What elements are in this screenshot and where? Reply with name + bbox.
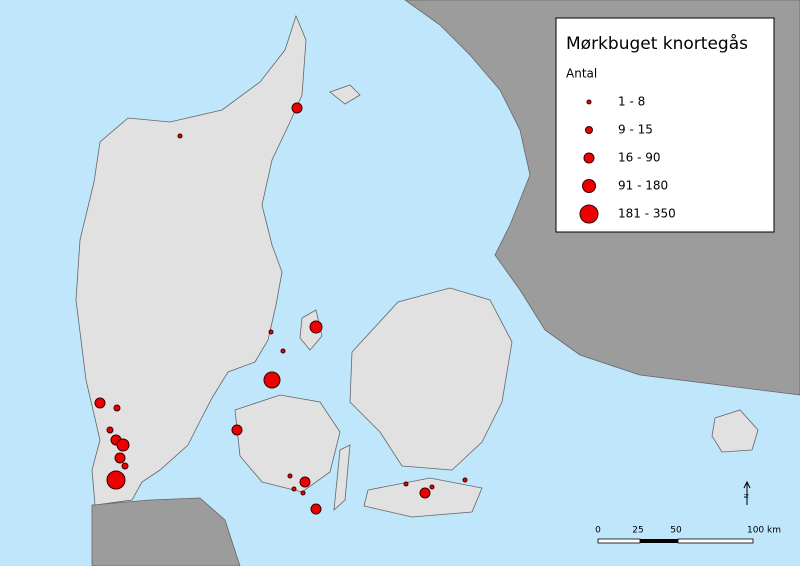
site [231,424,243,436]
site [263,371,281,389]
legend-symbol [586,99,592,105]
scale-label: 100 km [747,526,781,536]
site [419,487,431,499]
langeland [333,444,351,511]
legend-label: 16 - 90 [618,151,661,165]
site [403,481,409,487]
scale-segment [597,538,641,544]
legend: Mørkbuget knortegås Antal 1 - 8 9 - 15 16 … [555,17,775,233]
legend-symbol [583,152,595,164]
site [287,473,293,479]
funen [234,394,341,493]
germany [91,497,241,566]
bornholm-like-island [711,409,759,453]
site [121,462,129,470]
site [177,133,183,139]
site [299,476,311,488]
zealand [349,287,513,471]
site [116,438,130,452]
site [310,503,322,515]
site [280,348,286,354]
scale-label: 0 [595,526,601,536]
site [106,470,126,490]
jutland [75,14,307,506]
legend-symbol [585,126,593,134]
scale-segment [677,538,754,544]
site [291,102,303,114]
legend-title: Mørkbuget knortegås [566,33,748,54]
site [113,404,121,412]
site [291,486,297,492]
north-arrow [743,480,751,505]
site [106,426,114,434]
scale-label: 50 [670,526,682,536]
legend-symbol [579,204,599,224]
legend-subtitle: Antal [566,67,597,81]
legend-label: 181 - 350 [618,207,676,221]
legend-symbol [582,179,596,193]
site [300,490,306,496]
site [268,329,274,335]
site [429,484,435,490]
scale-segment [640,539,678,543]
site [309,320,323,334]
legend-label: 91 - 180 [618,179,668,193]
legend-label: 1 - 8 [618,95,645,109]
scale-bar: N 0 25 50 100 km [595,480,781,544]
observations [94,102,468,515]
scale-label: 25 [632,526,643,536]
north-label: N [744,494,751,499]
site [114,452,126,464]
site [462,477,468,483]
site [94,397,106,409]
anholt [329,84,361,105]
legend-box [555,17,775,233]
legend-label: 9 - 15 [618,123,653,137]
